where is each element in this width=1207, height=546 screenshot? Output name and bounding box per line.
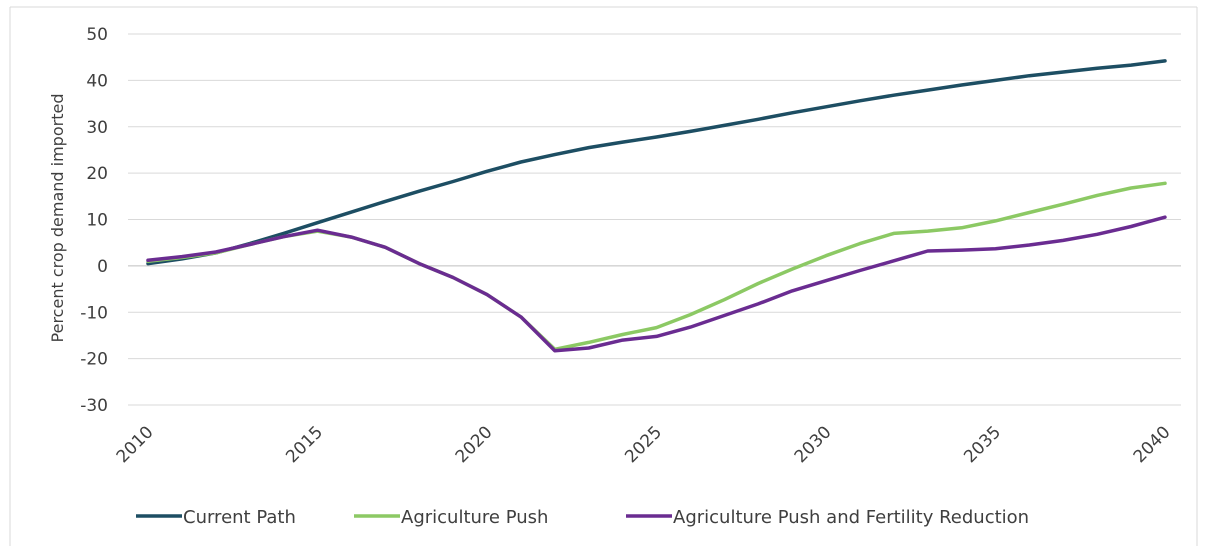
- y-tick-label: 40: [86, 71, 108, 91]
- y-tick-label: -20: [80, 350, 108, 370]
- y-tick-label: 10: [86, 211, 108, 231]
- y-axis-ticks: 50 40 30 20 10 0 -10 -20 -30: [80, 25, 108, 416]
- x-axis-ticks: 2010 2015 2020 2025 2030 2035 2040: [113, 422, 1175, 467]
- legend: Current Path Agriculture Push Agriculture …: [136, 507, 1029, 528]
- y-tick-label: 50: [86, 25, 108, 45]
- y-tick-label: -10: [80, 303, 108, 323]
- x-tick-label: 2025: [621, 422, 666, 467]
- legend-label-current-path: Current Path: [183, 507, 296, 528]
- series-line-current-path: [146, 59, 1167, 266]
- y-tick-label: -30: [80, 396, 108, 416]
- y-tick-label: 20: [86, 164, 108, 184]
- x-tick-label: 2010: [113, 422, 158, 467]
- x-tick-label: 2040: [1130, 422, 1175, 467]
- series-lines: [146, 59, 1167, 353]
- series-line-agriculture-push-and-fertility-reduction: [146, 215, 1167, 353]
- y-tick-label: 30: [86, 118, 108, 138]
- x-tick-label: 2020: [452, 422, 497, 467]
- x-tick-label: 2015: [282, 422, 327, 467]
- y-axis-label: Percent crop demand imported: [48, 94, 67, 343]
- legend-label-agriculture-push: Agriculture Push: [401, 507, 548, 528]
- gridlines: [128, 33, 1181, 406]
- legend-label-agriculture-push-and-fertility-reduction: Agriculture Push and Fertility Reduction: [673, 507, 1029, 528]
- y-tick-label: 0: [97, 257, 108, 277]
- x-tick-label: 2030: [791, 422, 836, 467]
- x-tick-label: 2035: [960, 422, 1005, 467]
